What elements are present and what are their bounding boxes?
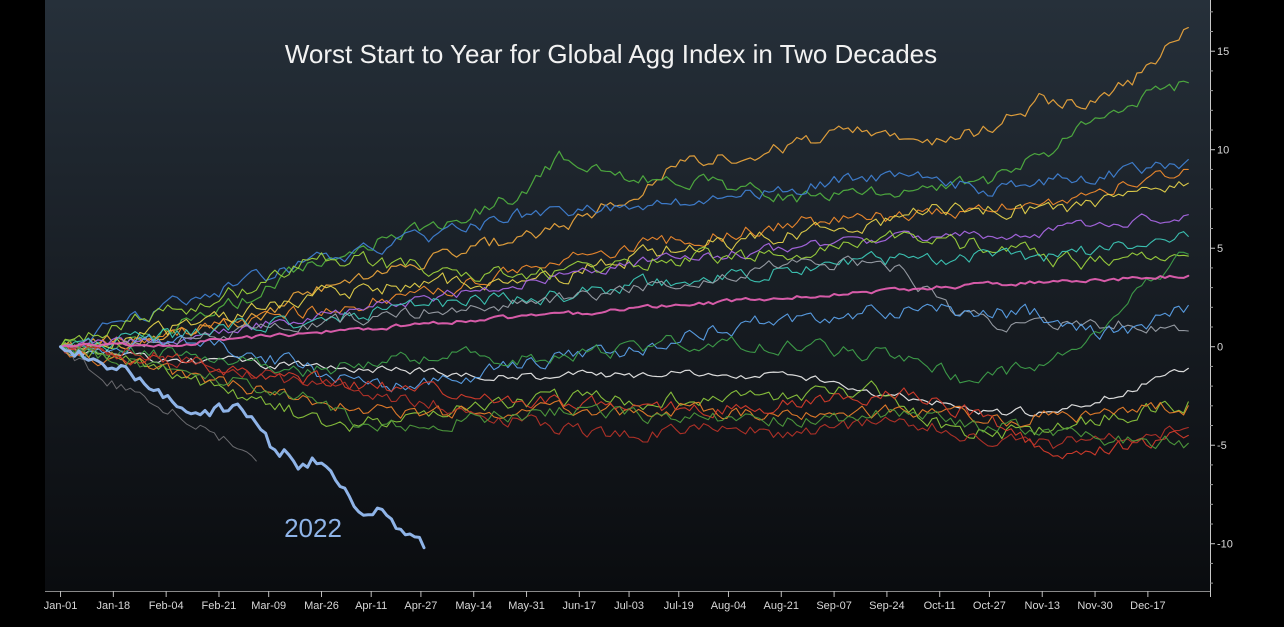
annotation-2022: 2022 xyxy=(284,513,342,543)
series-line-lime-low xyxy=(59,341,1189,440)
x-tick-label: Oct-27 xyxy=(973,600,1006,612)
series-line-red-dark xyxy=(59,343,1189,449)
x-tick-label: Apr-27 xyxy=(404,600,437,612)
series-line-purple xyxy=(59,213,1189,351)
series-layer xyxy=(59,27,1190,550)
series-line-grey-light xyxy=(59,255,1189,352)
y-tick-label: 5 xyxy=(1217,243,1223,255)
x-tick-label: Aug-21 xyxy=(764,600,799,612)
x-tick-label: Apr-11 xyxy=(355,600,387,612)
x-tick-label: Oct-11 xyxy=(924,600,956,612)
x-axis-ticks: Jan-01 Jan-18 Feb-04 Feb-21 Mar-09 Mar-26 Apr-… xyxy=(44,591,1166,612)
x-tick-label: May-31 xyxy=(508,600,545,612)
x-tick-label: Feb-04 xyxy=(149,600,184,612)
x-tick-label: Mar-26 xyxy=(304,600,339,612)
x-tick-label: Jan-18 xyxy=(97,600,131,612)
series-line-blue-upper xyxy=(59,159,1189,348)
series-line-green-low xyxy=(59,346,1189,450)
y-tick-label: 0 xyxy=(1217,342,1223,354)
x-tick-label: Aug-04 xyxy=(711,600,746,612)
series-line-white xyxy=(59,346,1189,417)
series-line-green-mid xyxy=(59,251,1189,384)
series-line-orange-upper xyxy=(59,168,1189,351)
x-tick-label: Nov-30 xyxy=(1077,600,1112,612)
x-tick-label: Feb-21 xyxy=(202,600,237,612)
y-tick-label: 10 xyxy=(1217,145,1229,157)
x-tick-label: Sep-24 xyxy=(869,600,904,612)
series-line-pink-average xyxy=(59,274,1190,348)
x-tick-label: Mar-09 xyxy=(251,600,286,612)
x-tick-label: Sep-07 xyxy=(816,600,851,612)
series-line-lime xyxy=(59,230,1189,348)
x-tick-label: Jan-01 xyxy=(44,600,78,612)
y-axis-ticks: 15 10 5 0 -5 -10 xyxy=(1210,11,1233,584)
x-tick-label: May-14 xyxy=(455,600,492,612)
chart-title: Worst Start to Year for Global Agg Index… xyxy=(285,39,937,69)
series-line-green-top xyxy=(59,80,1189,351)
x-tick-label: Dec-17 xyxy=(1130,600,1165,612)
x-tick-label: Jul-03 xyxy=(614,600,644,612)
series-line-2022 xyxy=(59,345,426,550)
series-line-grey-dark xyxy=(60,346,257,462)
series-line-blue-mid xyxy=(59,303,1189,393)
series-line-red xyxy=(59,345,1189,460)
series-line-yellow xyxy=(59,181,1189,356)
y-tick-label: 15 xyxy=(1217,46,1229,58)
series-line-orange-low xyxy=(59,346,1189,428)
x-tick-label: Jul-19 xyxy=(664,600,694,612)
x-tick-label: Nov-13 xyxy=(1025,600,1060,612)
x-tick-label: Jun-17 xyxy=(563,600,597,612)
y-tick-label: -10 xyxy=(1217,539,1233,551)
y-axis-panel xyxy=(1210,0,1240,598)
y-tick-label: -5 xyxy=(1217,440,1227,452)
